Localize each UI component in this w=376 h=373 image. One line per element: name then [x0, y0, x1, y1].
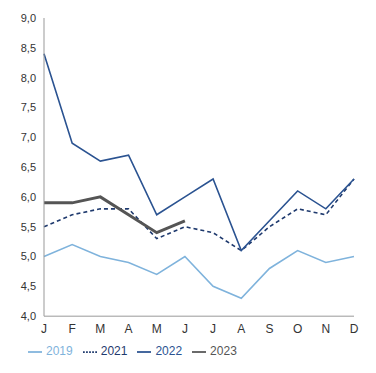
svg-text:6,0: 6,0 [21, 191, 36, 203]
html-text:2022: 2022 [155, 344, 183, 359]
svg-text:9,0: 9,0 [21, 12, 36, 24]
svg-text:D: D [350, 322, 359, 336]
svg-text:J: J [41, 322, 47, 336]
html-text:2023: 2023 [210, 344, 237, 359]
svg-text:5,0: 5,0 [21, 250, 36, 262]
html-text:2019: 2019 [46, 344, 73, 359]
svg-text:6,5: 6,5 [21, 161, 36, 173]
svg-text:N: N [321, 322, 330, 336]
svg-text:7,5: 7,5 [21, 101, 36, 113]
svg-text:F: F [69, 322, 76, 336]
svg-text:8,5: 8,5 [21, 42, 36, 54]
svg-text:8,0: 8,0 [21, 72, 36, 84]
svg-text:4,5: 4,5 [21, 280, 36, 292]
svg-text:A: A [125, 322, 133, 336]
svg-text:S: S [265, 322, 273, 336]
svg-text:7,0: 7,0 [21, 131, 36, 143]
svg-text:4,0: 4,0 [21, 310, 36, 322]
svg-text:A: A [237, 322, 245, 336]
html-text:2021: 2021 [100, 344, 128, 359]
svg-text:J: J [182, 322, 188, 336]
svg-text:5,5: 5,5 [21, 221, 36, 233]
svg-text:M: M [95, 322, 105, 336]
svg-text:M: M [152, 322, 162, 336]
svg-text:J: J [210, 322, 216, 336]
svg-text:O: O [293, 322, 302, 336]
